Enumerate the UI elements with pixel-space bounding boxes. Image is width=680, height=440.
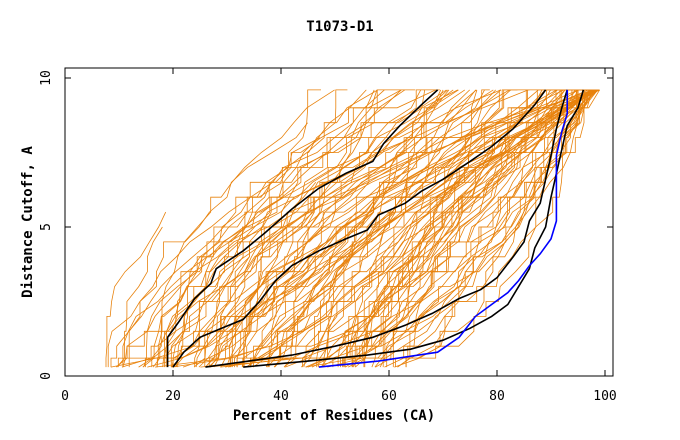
background-series-line bbox=[116, 226, 163, 368]
background-series-line bbox=[208, 89, 600, 368]
background-series-line bbox=[375, 89, 589, 368]
x-tick-label: 60 bbox=[381, 389, 397, 404]
background-series-line bbox=[268, 89, 600, 368]
x-tick-label: 20 bbox=[165, 389, 181, 404]
background-series-line bbox=[267, 89, 592, 368]
background-series-line bbox=[117, 89, 375, 368]
background-series-line bbox=[342, 89, 485, 368]
chart-title: T1073-D1 bbox=[306, 19, 373, 35]
background-series-line bbox=[252, 89, 502, 368]
y-tick-label: 5 bbox=[39, 223, 54, 231]
background-series-line bbox=[171, 89, 448, 368]
background-series-line bbox=[307, 89, 500, 368]
background-series-line bbox=[394, 89, 595, 368]
black-series-line-1 bbox=[166, 89, 439, 368]
background-series-group bbox=[105, 89, 600, 368]
background-series-line bbox=[243, 89, 564, 368]
background-series-line bbox=[209, 89, 459, 368]
background-series-line bbox=[274, 89, 470, 368]
background-series-line bbox=[107, 89, 416, 368]
background-series-line bbox=[156, 89, 335, 368]
x-tick-label: 80 bbox=[489, 389, 505, 404]
background-series-line bbox=[265, 89, 594, 368]
background-series-line bbox=[170, 89, 496, 368]
background-series-line bbox=[302, 89, 543, 368]
background-series-line bbox=[340, 89, 597, 368]
background-series-line bbox=[145, 182, 317, 368]
background-series-line bbox=[405, 167, 554, 368]
background-series-line bbox=[115, 89, 442, 368]
y-axis-label: Distance Cutoff, A bbox=[20, 146, 36, 298]
background-series-line bbox=[249, 89, 599, 368]
background-series-line bbox=[170, 89, 593, 368]
background-series-line bbox=[343, 89, 592, 368]
background-series-line bbox=[200, 89, 579, 368]
background-series-line bbox=[205, 137, 416, 368]
background-series-line bbox=[176, 89, 510, 368]
background-series-line bbox=[236, 89, 589, 368]
background-series-line bbox=[245, 212, 379, 368]
background-series-line bbox=[395, 89, 594, 368]
y-tick-label: 0 bbox=[39, 372, 54, 380]
blue-series-line bbox=[318, 89, 568, 368]
x-tick-label: 100 bbox=[593, 389, 616, 404]
background-series-line bbox=[371, 89, 579, 368]
background-series-line bbox=[177, 89, 458, 368]
background-series-line bbox=[142, 89, 379, 368]
background-series-line bbox=[226, 137, 427, 368]
background-series-line bbox=[316, 89, 450, 368]
background-series-line bbox=[384, 89, 591, 368]
background-series-line bbox=[351, 89, 593, 368]
background-series-line bbox=[344, 89, 592, 368]
background-series-line bbox=[301, 241, 355, 368]
background-series-line bbox=[220, 89, 566, 368]
black-series-line-3 bbox=[205, 89, 568, 368]
plot-frame bbox=[64, 67, 614, 377]
background-series-line bbox=[327, 89, 478, 368]
background-series-line bbox=[337, 89, 511, 368]
background-series-line bbox=[303, 89, 593, 368]
background-series-line bbox=[105, 211, 167, 368]
background-series-line bbox=[110, 89, 436, 368]
background-series-line bbox=[283, 89, 600, 368]
tick-group: 0 20 40 60 80 100 0 5 10 bbox=[39, 68, 617, 404]
black-series-line-4 bbox=[243, 89, 585, 368]
background-series-line bbox=[250, 89, 591, 368]
background-series-line bbox=[162, 89, 502, 368]
background-series-line bbox=[305, 89, 599, 368]
x-axis-label: Percent of Residues (CA) bbox=[233, 408, 435, 424]
background-series-line bbox=[253, 89, 598, 368]
highlighted-series-group bbox=[166, 89, 585, 368]
background-series-line bbox=[323, 89, 599, 368]
x-tick-label: 40 bbox=[273, 389, 289, 404]
background-series-line bbox=[164, 89, 402, 368]
background-series-line bbox=[193, 89, 348, 368]
y-tick-label: 10 bbox=[39, 70, 54, 86]
background-series-line bbox=[138, 89, 577, 368]
background-series-line bbox=[205, 89, 477, 368]
x-tick-label: 0 bbox=[61, 389, 69, 404]
black-series-line-2 bbox=[172, 89, 547, 368]
background-series-line bbox=[392, 89, 597, 368]
background-series-line bbox=[143, 89, 529, 368]
background-series-line bbox=[382, 89, 591, 368]
background-series-line bbox=[374, 256, 450, 368]
